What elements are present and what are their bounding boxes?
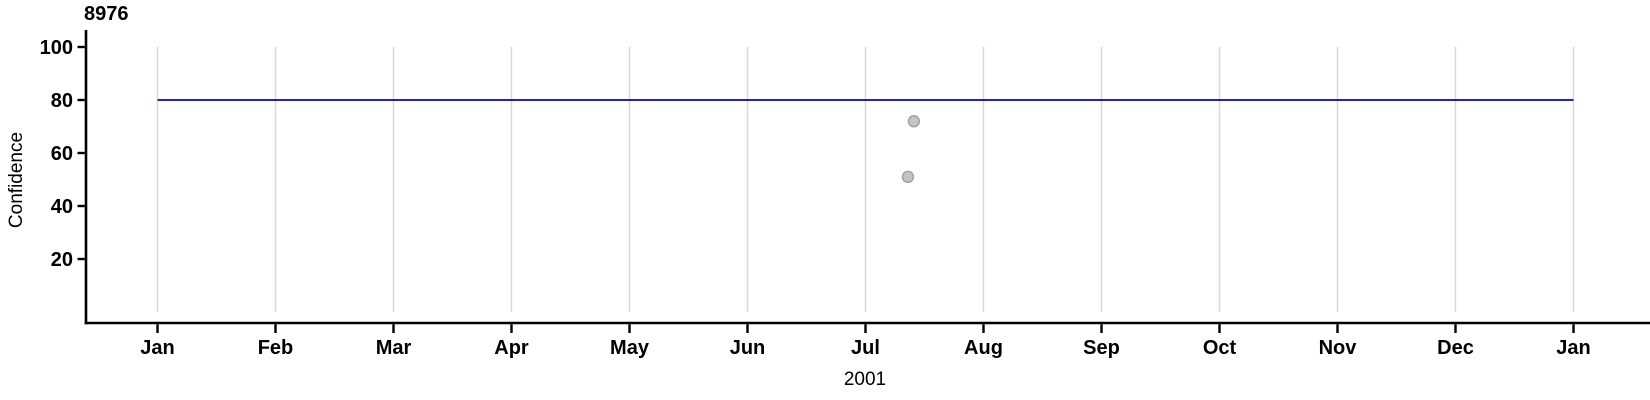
y-tick-label-100: 100 — [40, 37, 73, 59]
x-tick-label-may-4: May — [610, 337, 650, 359]
x-tick-marks — [156, 324, 1575, 333]
data-points — [901, 114, 921, 184]
x-tick-label-feb-1: Feb — [258, 337, 294, 359]
y-tick-label-60: 60 — [51, 143, 73, 165]
x-tick-label-oct-9: Oct — [1203, 337, 1237, 359]
x-tick-label-jun-5: Jun — [730, 337, 766, 359]
y-tick-label-20: 20 — [51, 249, 73, 271]
y-tick-label-40: 40 — [51, 196, 73, 218]
x-tick-label-sep-8: Sep — [1083, 337, 1120, 359]
y-tick-label-80: 80 — [51, 90, 73, 112]
x-tick-label-jul-6: Jul — [851, 337, 880, 359]
x-tick-label-nov-10: Nov — [1319, 337, 1358, 359]
x-tick-label-jan-0: Jan — [140, 337, 174, 359]
x-tick-label-dec-11: Dec — [1437, 337, 1474, 359]
data-point-0 — [907, 114, 921, 128]
x-tick-label-aug-7: Aug — [964, 337, 1003, 359]
x-tick-labels: Jan Feb Mar Apr May Jun Jul Aug Sep Oct Nov Dec Jan — [140, 337, 1590, 359]
y-tick-marks — [77, 45, 85, 261]
gridlines — [156, 47, 1575, 312]
x-tick-label-jan-12: Jan — [1556, 337, 1590, 359]
data-point-1 — [901, 170, 915, 184]
chart-title: 8976 — [84, 3, 129, 25]
x-tick-label-mar-2: Mar — [376, 337, 412, 359]
x-axis-title: 2001 — [843, 369, 887, 390]
x-tick-label-apr-3: Apr — [494, 337, 529, 359]
y-tick-labels: 20 40 60 80 100 — [40, 37, 73, 271]
axes — [84, 30, 1650, 325]
